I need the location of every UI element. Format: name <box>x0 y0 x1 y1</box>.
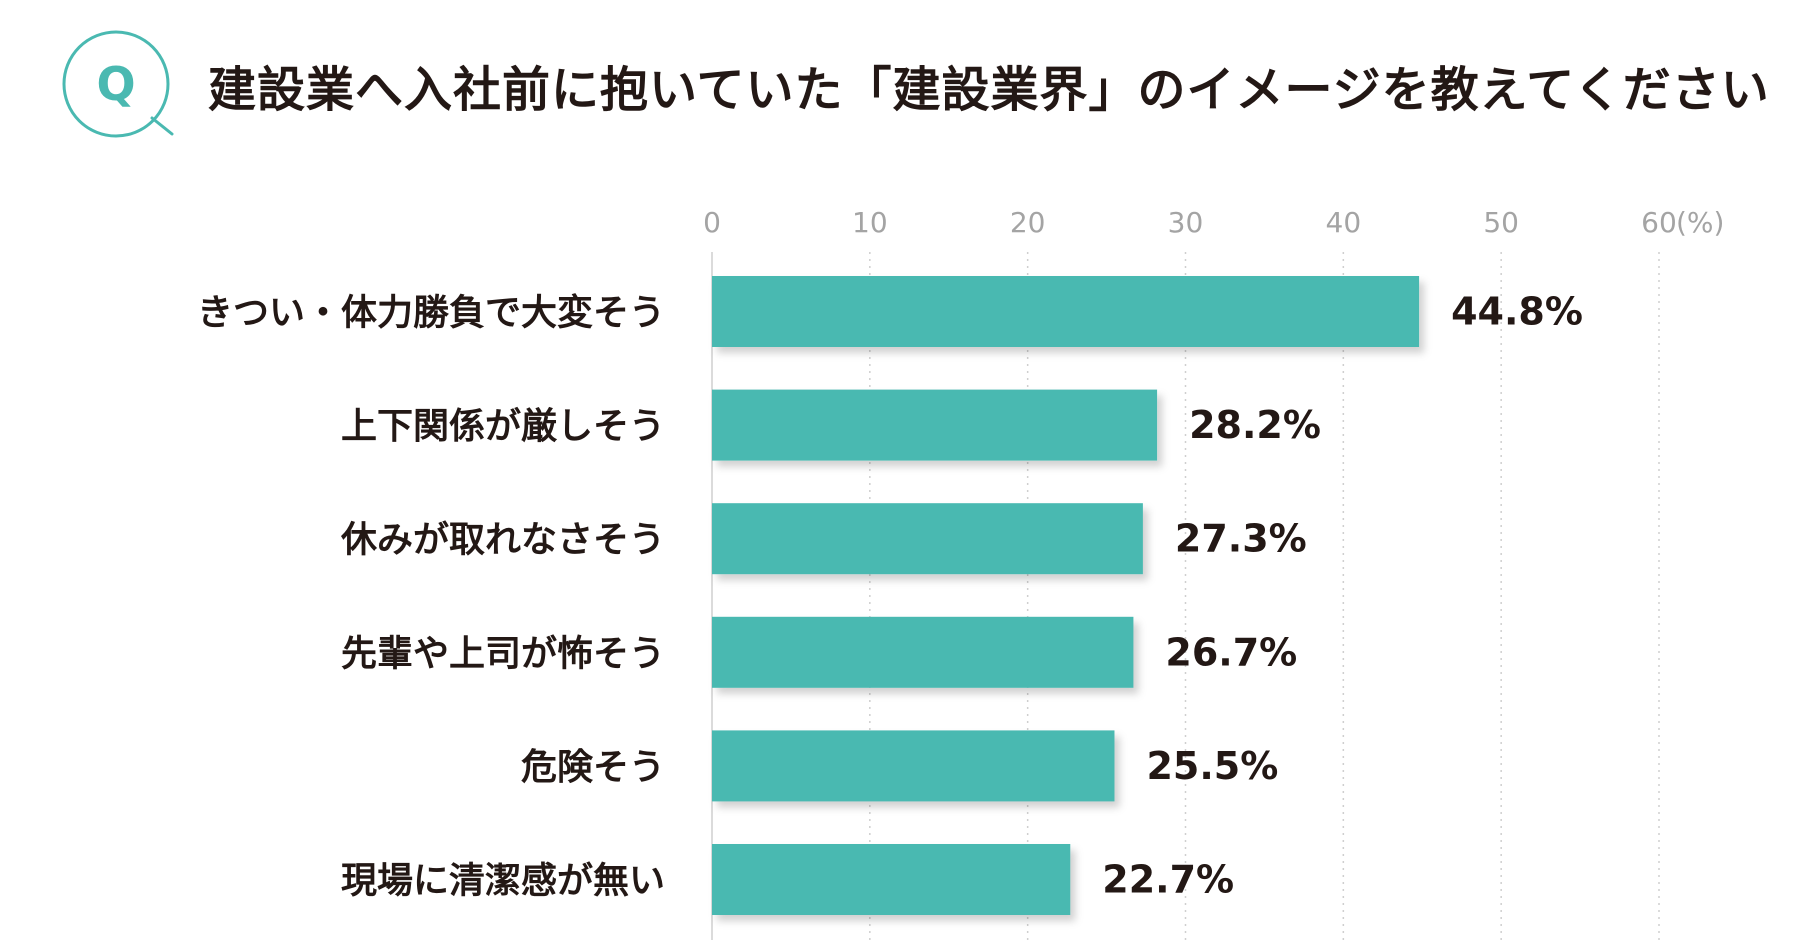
question-icon-letter: Q <box>96 57 135 111</box>
x-tick-label: 20 <box>1010 206 1046 239</box>
bar <box>712 503 1143 575</box>
data-label: 26.7% <box>1165 630 1297 674</box>
x-tick-label: 50 <box>1483 206 1519 239</box>
page-title: 建設業へ入社前に抱いていた「建設業界」のイメージを教えてください <box>208 62 1770 118</box>
data-label: 27.3% <box>1175 517 1307 561</box>
category-label: 現場に清潔感が無い <box>341 861 665 902</box>
bar <box>712 844 1071 915</box>
bar <box>712 389 1158 461</box>
category-label: 上下関係が厳しそう <box>341 406 665 447</box>
x-tick-label: 40 <box>1326 206 1362 239</box>
bar-chart: 0 10 20 30 40 50 60 (%) きつい・体力勝負で大変そう 44.8% 上下関係が厳… <box>197 206 1724 940</box>
question-icon: Q <box>62 30 174 138</box>
bar <box>712 276 1420 347</box>
category-label: 休みが取れなさそう <box>340 520 665 561</box>
header: Q 建設業へ入社前に抱いていた「建設業界」のイメージを教えてください <box>0 0 1806 150</box>
x-tick-label: 0 <box>703 206 721 239</box>
x-tick-label: 30 <box>1168 206 1204 239</box>
bar <box>712 616 1134 688</box>
x-axis-unit: (%) <box>1676 206 1724 239</box>
category-label: 先輩や上司が怖そう <box>341 633 665 674</box>
bar <box>712 730 1115 802</box>
data-label: 28.2% <box>1189 403 1321 447</box>
data-label: 44.8% <box>1451 290 1583 334</box>
x-tick-label: 10 <box>852 206 888 239</box>
category-label: きつい・体力勝負で大変そう <box>197 292 665 334</box>
data-label: 25.5% <box>1146 744 1278 788</box>
x-tick-label: 60 <box>1641 206 1677 239</box>
category-label: 危険そう <box>521 747 665 788</box>
data-label: 22.7% <box>1102 858 1234 902</box>
